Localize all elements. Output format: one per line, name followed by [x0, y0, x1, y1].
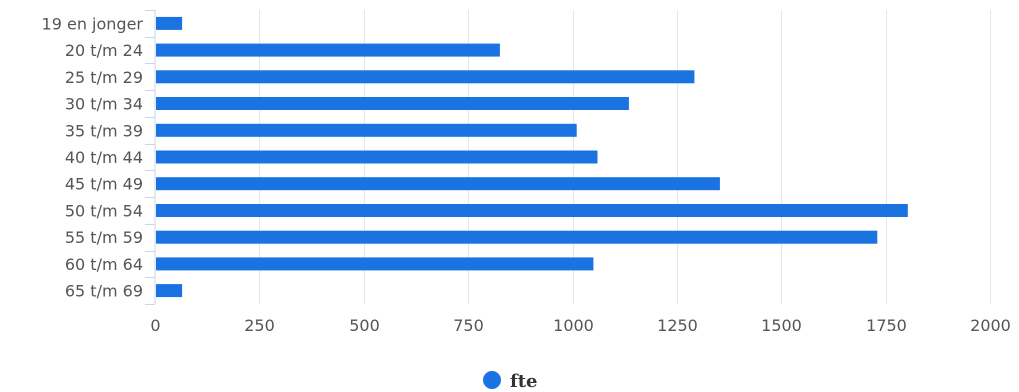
- category-label: 40 t/m 44: [65, 148, 143, 167]
- legend-marker-fte: [483, 371, 501, 389]
- category-label: 30 t/m 34: [65, 95, 143, 114]
- x-tick-label: 1000: [553, 316, 594, 335]
- category-label: 20 t/m 24: [65, 41, 143, 60]
- x-tick-label: 250: [244, 316, 275, 335]
- bar[interactable]: [156, 123, 577, 137]
- bar[interactable]: [156, 284, 183, 298]
- x-tick-label: 750: [453, 316, 484, 335]
- category-label: 45 t/m 49: [65, 175, 143, 194]
- x-tick-label: 1750: [866, 316, 907, 335]
- x-tick-label: 500: [349, 316, 380, 335]
- category-label: 25 t/m 29: [65, 68, 143, 87]
- category-label: 55 t/m 59: [65, 228, 143, 247]
- bar[interactable]: [156, 97, 629, 110]
- bar[interactable]: [156, 230, 878, 244]
- category-label: 35 t/m 39: [65, 121, 143, 140]
- category-labels: 19 en jonger 20 t/m 24 25 t/m 29 30 t/m 34 3…: [42, 14, 144, 300]
- legend-label-fte: fte: [510, 371, 538, 392]
- x-tick-label: 1500: [761, 316, 802, 335]
- category-label: 60 t/m 64: [65, 255, 143, 274]
- bar[interactable]: [156, 43, 500, 57]
- category-label: 19 en jonger: [42, 14, 144, 33]
- bar[interactable]: [156, 150, 598, 164]
- bar[interactable]: [156, 257, 594, 271]
- category-axis: [145, 10, 156, 305]
- bar-series-fte: [156, 16, 908, 298]
- category-label: 50 t/m 54: [65, 202, 143, 221]
- bar[interactable]: [156, 204, 908, 217]
- bar[interactable]: [156, 16, 183, 30]
- x-tick-label: 0: [150, 316, 160, 335]
- x-tick-label: 2000: [970, 316, 1011, 335]
- bar[interactable]: [156, 177, 720, 191]
- value-axis-labels: 0 250 500 750 1000 1250 1500 1750 2000: [150, 316, 1010, 335]
- bar[interactable]: [156, 70, 695, 84]
- x-tick-label: 1250: [657, 316, 698, 335]
- category-label: 65 t/m 69: [65, 282, 143, 301]
- legend[interactable]: fte: [483, 371, 538, 392]
